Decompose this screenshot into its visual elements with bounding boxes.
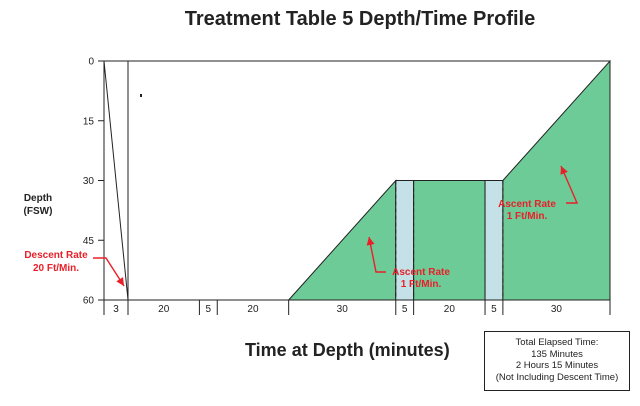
- descent-rate-arrow-line: [93, 257, 125, 287]
- duration-label-3: 5: [206, 304, 212, 315]
- ascent-rate-2-value: 1 Ft/Min.: [507, 211, 548, 222]
- ascent-rate-1-value: 1 Ft/Min.: [401, 279, 442, 290]
- y-tick-label-30: 30: [83, 176, 95, 187]
- duration-label-6: 5: [402, 304, 408, 315]
- duration-label-5: 30: [337, 304, 349, 315]
- ascent-rate-1-arrow-head: [366, 237, 375, 246]
- ascent-rate-2-label: Ascent Rate: [498, 199, 556, 210]
- duration-label-2: 20: [158, 304, 170, 315]
- descent-rate-arrow-head: [116, 277, 124, 286]
- x-axis-label: Time at Depth (minutes): [245, 340, 450, 360]
- total-time-line-3: 2 Hours 15 Minutes: [515, 360, 599, 371]
- descent-rate-label: Descent Rate: [24, 250, 88, 261]
- ascent-rate-2-arrow-line: [560, 165, 579, 204]
- duration-label-8: 5: [491, 304, 497, 315]
- y-axis-label-line-1: Depth: [23, 193, 53, 204]
- duration-label-7: 20: [444, 304, 456, 315]
- total-time-line-2: 135 Minutes: [531, 348, 583, 360]
- stray-mark: [140, 94, 142, 97]
- ascent-rate-2-arrow-head: [560, 166, 568, 175]
- y-tick-label-15: 15: [83, 116, 95, 127]
- chart-title: Treatment Table 5 Depth/Time Profile: [184, 8, 536, 30]
- segment-5-oxygen-fill: [287, 179, 397, 301]
- y-tick-label-0: 0: [88, 57, 94, 68]
- ascent-rate-1-label: Ascent Rate: [392, 267, 450, 278]
- total-time-line-4: (Not Including Descent Time): [495, 371, 619, 383]
- descent-rate-value: 20 Ft/Min.: [33, 263, 79, 274]
- y-tick-label-45: 45: [83, 236, 95, 247]
- y-axis-label: Depth (FSW): [18, 192, 58, 218]
- ascent-rate-1-arrow-line: [368, 236, 386, 273]
- duration-label-9: 30: [551, 304, 563, 315]
- duration-label-4: 20: [247, 304, 259, 315]
- y-tick-label-60: 60: [83, 296, 95, 307]
- segment-9-oxygen-fill: [502, 59, 611, 301]
- y-axis-label-line-2: (FSW): [23, 206, 53, 217]
- duration-label-1: 3: [113, 304, 119, 315]
- total-time-box: Total Elapsed Time: 135 Minutes 2 Hours …: [484, 331, 630, 391]
- descent-line: [103, 60, 129, 301]
- total-time-line-1: Total Elapsed Time:: [515, 337, 599, 348]
